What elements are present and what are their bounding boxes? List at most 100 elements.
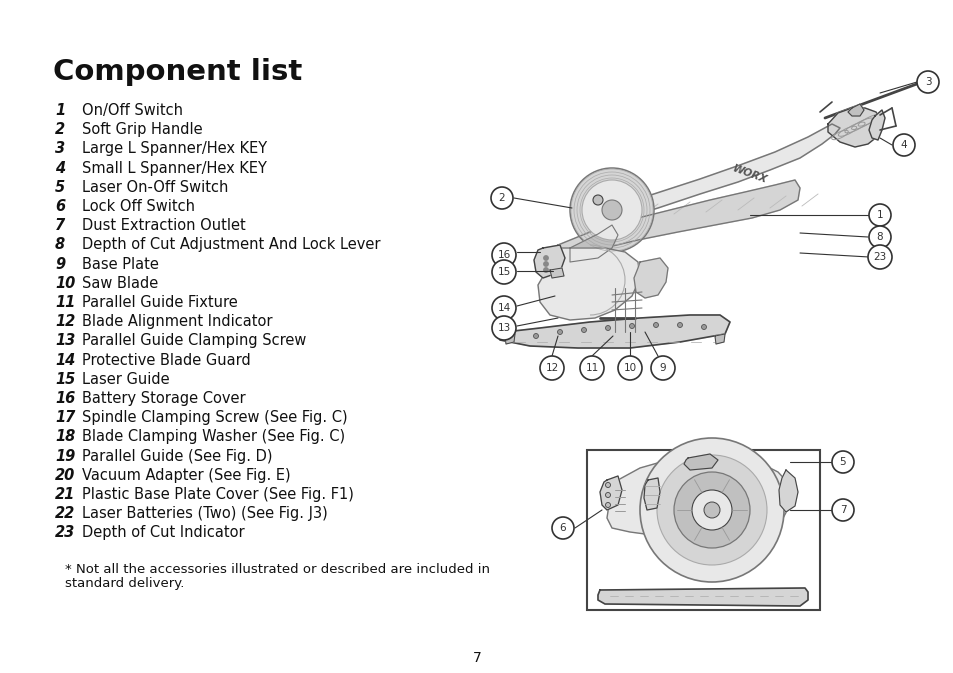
Text: Blade Alignment Indicator: Blade Alignment Indicator bbox=[82, 314, 273, 329]
Polygon shape bbox=[606, 456, 789, 538]
Text: Soft Grip Handle: Soft Grip Handle bbox=[82, 122, 202, 137]
Text: 9: 9 bbox=[659, 363, 665, 373]
Circle shape bbox=[492, 296, 516, 320]
Text: Plastic Base Plate Cover (See Fig. F1): Plastic Base Plate Cover (See Fig. F1) bbox=[82, 487, 354, 502]
Text: 6: 6 bbox=[559, 523, 566, 533]
Circle shape bbox=[657, 455, 766, 565]
Circle shape bbox=[700, 324, 706, 330]
Circle shape bbox=[492, 316, 516, 340]
Circle shape bbox=[605, 503, 610, 507]
Circle shape bbox=[639, 438, 783, 582]
Text: standard delivery.: standard delivery. bbox=[65, 577, 184, 590]
Polygon shape bbox=[714, 334, 724, 344]
Text: 7: 7 bbox=[839, 505, 845, 515]
Circle shape bbox=[605, 483, 610, 487]
Text: 11: 11 bbox=[585, 363, 598, 373]
Circle shape bbox=[605, 493, 610, 497]
Text: 20: 20 bbox=[55, 468, 75, 483]
Circle shape bbox=[601, 200, 621, 220]
Polygon shape bbox=[634, 258, 667, 298]
Circle shape bbox=[629, 324, 634, 328]
Text: Depth of Cut Indicator: Depth of Cut Indicator bbox=[82, 526, 244, 540]
Text: 16: 16 bbox=[55, 391, 75, 406]
Text: 11: 11 bbox=[55, 295, 75, 310]
Text: 12: 12 bbox=[55, 314, 75, 329]
Text: On/Off Switch: On/Off Switch bbox=[82, 103, 183, 118]
Text: 7: 7 bbox=[55, 218, 65, 234]
Text: Dust Extraction Outlet: Dust Extraction Outlet bbox=[82, 218, 246, 234]
Text: Large L Spanner/Hex KEY: Large L Spanner/Hex KEY bbox=[82, 141, 267, 156]
Text: 8: 8 bbox=[876, 232, 882, 242]
Text: Protective Blade Guard: Protective Blade Guard bbox=[82, 353, 251, 367]
Text: Blade Clamping Washer (See Fig. C): Blade Clamping Washer (See Fig. C) bbox=[82, 429, 345, 444]
Text: 7: 7 bbox=[472, 651, 481, 665]
Circle shape bbox=[650, 356, 675, 380]
Text: 10: 10 bbox=[622, 363, 636, 373]
Circle shape bbox=[618, 356, 641, 380]
Text: 12: 12 bbox=[545, 363, 558, 373]
Text: Laser On-Off Switch: Laser On-Off Switch bbox=[82, 180, 228, 194]
Circle shape bbox=[703, 502, 720, 518]
Circle shape bbox=[492, 243, 516, 267]
Text: 8: 8 bbox=[55, 238, 65, 252]
Polygon shape bbox=[868, 110, 884, 140]
Text: * Not all the accessories illustrated or described are included in: * Not all the accessories illustrated or… bbox=[65, 563, 490, 575]
Text: 5: 5 bbox=[55, 180, 65, 194]
Text: 13: 13 bbox=[497, 323, 510, 333]
Polygon shape bbox=[643, 478, 659, 510]
Circle shape bbox=[579, 356, 603, 380]
Text: 14: 14 bbox=[55, 353, 75, 367]
Circle shape bbox=[543, 268, 548, 272]
Text: 1: 1 bbox=[876, 210, 882, 220]
Text: 17: 17 bbox=[55, 411, 75, 425]
Text: Spindle Clamping Screw (See Fig. C): Spindle Clamping Screw (See Fig. C) bbox=[82, 411, 347, 425]
Circle shape bbox=[831, 499, 853, 521]
Text: Saw Blade: Saw Blade bbox=[82, 276, 158, 291]
Circle shape bbox=[543, 262, 548, 267]
Circle shape bbox=[653, 322, 658, 328]
Text: 2: 2 bbox=[55, 122, 65, 137]
Text: Battery Storage Cover: Battery Storage Cover bbox=[82, 391, 245, 406]
Polygon shape bbox=[683, 454, 718, 470]
Text: 3: 3 bbox=[923, 77, 930, 87]
Text: Depth of Cut Adjustment And Lock Lever: Depth of Cut Adjustment And Lock Lever bbox=[82, 238, 380, 252]
Circle shape bbox=[916, 71, 938, 93]
Polygon shape bbox=[847, 104, 863, 116]
Text: 19: 19 bbox=[55, 449, 75, 464]
Circle shape bbox=[691, 490, 731, 530]
Text: 2: 2 bbox=[498, 193, 505, 203]
Polygon shape bbox=[550, 268, 563, 278]
Text: 9: 9 bbox=[55, 256, 65, 272]
Text: 6: 6 bbox=[55, 199, 65, 214]
Circle shape bbox=[831, 451, 853, 473]
Text: Vacuum Adapter (See Fig. E): Vacuum Adapter (See Fig. E) bbox=[82, 468, 291, 483]
Text: Base Plate: Base Plate bbox=[82, 256, 159, 272]
Text: Component list: Component list bbox=[53, 58, 302, 86]
Circle shape bbox=[543, 256, 548, 260]
Text: 4: 4 bbox=[900, 140, 906, 150]
Polygon shape bbox=[534, 245, 564, 278]
Text: Laser Batteries (Two) (See Fig. J3): Laser Batteries (Two) (See Fig. J3) bbox=[82, 506, 328, 521]
Circle shape bbox=[581, 180, 641, 240]
Polygon shape bbox=[569, 225, 618, 262]
Circle shape bbox=[605, 326, 610, 330]
Circle shape bbox=[892, 134, 914, 156]
Text: 5: 5 bbox=[839, 457, 845, 467]
Circle shape bbox=[509, 336, 514, 341]
Text: Parallel Guide Fixture: Parallel Guide Fixture bbox=[82, 295, 237, 310]
Polygon shape bbox=[599, 476, 621, 510]
Circle shape bbox=[867, 245, 891, 269]
Text: 15: 15 bbox=[55, 371, 75, 387]
Text: Parallel Guide (See Fig. D): Parallel Guide (See Fig. D) bbox=[82, 449, 273, 464]
Circle shape bbox=[581, 328, 586, 332]
Circle shape bbox=[673, 472, 749, 548]
Polygon shape bbox=[504, 334, 515, 344]
Circle shape bbox=[491, 187, 513, 209]
Text: 22: 22 bbox=[55, 506, 75, 521]
Circle shape bbox=[677, 322, 681, 328]
Circle shape bbox=[533, 334, 537, 339]
Polygon shape bbox=[598, 588, 807, 606]
Circle shape bbox=[539, 356, 563, 380]
Text: Parallel Guide Clamping Screw: Parallel Guide Clamping Screw bbox=[82, 333, 306, 349]
Circle shape bbox=[593, 195, 602, 205]
